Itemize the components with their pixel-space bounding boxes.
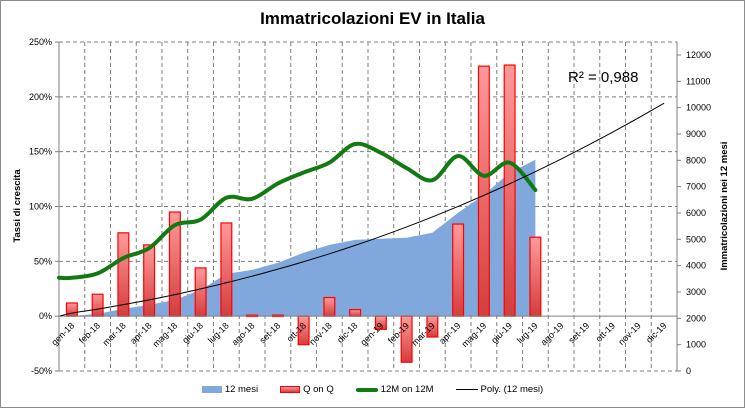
- right-tick-label: 3000: [686, 287, 706, 297]
- legend-swatch-line: [355, 387, 378, 392]
- x-tick-label: mar-18: [101, 321, 128, 348]
- right-tick-label: 7000: [686, 182, 706, 192]
- legend-label: 12M on 12M: [380, 384, 434, 395]
- right-tick-label: 0: [686, 366, 691, 376]
- right-tick-label: 10000: [686, 103, 711, 113]
- right-tick-label: 5000: [686, 234, 706, 244]
- x-tick-label: ott-19: [594, 321, 617, 344]
- legend: 12 mesi Q on Q 12M on 12M Poly. (12 mesi…: [0, 384, 745, 395]
- bar-q-on-q: [477, 65, 490, 317]
- legend-swatch-bar: [280, 386, 301, 393]
- x-tick-label: ago-19: [539, 321, 566, 348]
- bar-q-on-q: [143, 244, 156, 317]
- legend-swatch-area: [201, 386, 222, 393]
- left-tick-label: 100%: [29, 202, 52, 212]
- x-tick-label: set-19: [567, 321, 592, 346]
- bar-q-on-q: [220, 222, 233, 317]
- bar-q-on-q: [323, 296, 336, 317]
- area-series-12-mesi: [61, 159, 536, 317]
- right-tick-label: 9000: [686, 129, 706, 139]
- legend-label: Poly. (12 mesi): [480, 384, 544, 395]
- right-tick-label: 4000: [686, 261, 706, 271]
- x-tick-label: lug-19: [515, 321, 540, 346]
- left-axis-title: Tassi di crescita: [12, 169, 23, 243]
- area-12-mesi: [61, 159, 536, 317]
- legend-label: 12 mesi: [224, 384, 259, 395]
- right-tick-label: 8000: [686, 155, 706, 165]
- legend-item-12-mesi: 12 mesi: [201, 384, 259, 395]
- legend-item-poly: Poly. (12 mesi): [455, 384, 544, 395]
- legend-label: Q on Q: [303, 384, 334, 395]
- left-tick-label: 150%: [29, 147, 52, 157]
- bar-q-on-q: [91, 293, 104, 317]
- right-tick-label: 1000: [686, 340, 706, 350]
- x-tick-label: giu-19: [489, 321, 514, 346]
- right-tick-label: 11000: [686, 76, 710, 86]
- legend-item-q-on-q: Q on Q: [280, 384, 334, 395]
- trendline-poly: [59, 102, 665, 317]
- x-tick-label: nov-19: [616, 321, 643, 348]
- x-tick-label: feb-18: [77, 321, 102, 346]
- left-axis-ticks: -50% 0% 50% 100% 150% 200% 250%: [29, 37, 59, 376]
- right-tick-label: 12000: [686, 50, 711, 60]
- x-tick-label: dic-18: [335, 321, 359, 345]
- trendline-poly-12-mesi: [59, 102, 665, 317]
- left-tick-label: 50%: [34, 256, 52, 266]
- x-tick-label: dic-19: [644, 321, 668, 345]
- r-squared-annotation: R² = 0,988: [568, 69, 638, 86]
- left-tick-label: 250%: [29, 37, 52, 47]
- line-12m-on-12m: [57, 141, 538, 281]
- bar-q-on-q: [452, 223, 465, 317]
- x-tick-label: lug-18: [206, 321, 231, 346]
- left-tick-label: -50%: [31, 366, 52, 376]
- x-tick-label: gen-18: [49, 321, 76, 348]
- x-tick-label: giu-18: [180, 321, 205, 346]
- bar-q-on-q: [503, 64, 516, 317]
- left-tick-label: 0%: [39, 311, 52, 321]
- x-tick-label: mag-18: [151, 321, 180, 350]
- left-tick-label: 200%: [29, 92, 52, 102]
- x-tick-label: mag-19: [460, 321, 489, 350]
- chart-title: Immatricolazioni EV in Italia: [260, 9, 485, 28]
- bar-q-on-q: [349, 308, 362, 317]
- line-series-12m-on-12m: [57, 141, 538, 281]
- bar-q-on-q: [194, 267, 207, 317]
- x-tick-label: nov-18: [307, 321, 334, 348]
- x-tick-label: gen-19: [358, 321, 385, 348]
- right-tick-label: 2000: [686, 313, 706, 323]
- right-axis-title: Immatricolazioni nei 12 mesi: [719, 142, 730, 271]
- right-axis-ticks: 0 1000 2000 3000 4000 5000 6000 7000 8000 9000 100…: [677, 50, 711, 376]
- right-tick-label: 6000: [686, 208, 706, 218]
- legend-item-12m-on-12m: 12M on 12M: [355, 384, 434, 395]
- bar-q-on-q: [529, 236, 542, 317]
- x-tick-label: ago-18: [230, 321, 257, 348]
- x-tick-label: set-18: [258, 321, 283, 346]
- legend-swatch-trendline: [455, 389, 478, 390]
